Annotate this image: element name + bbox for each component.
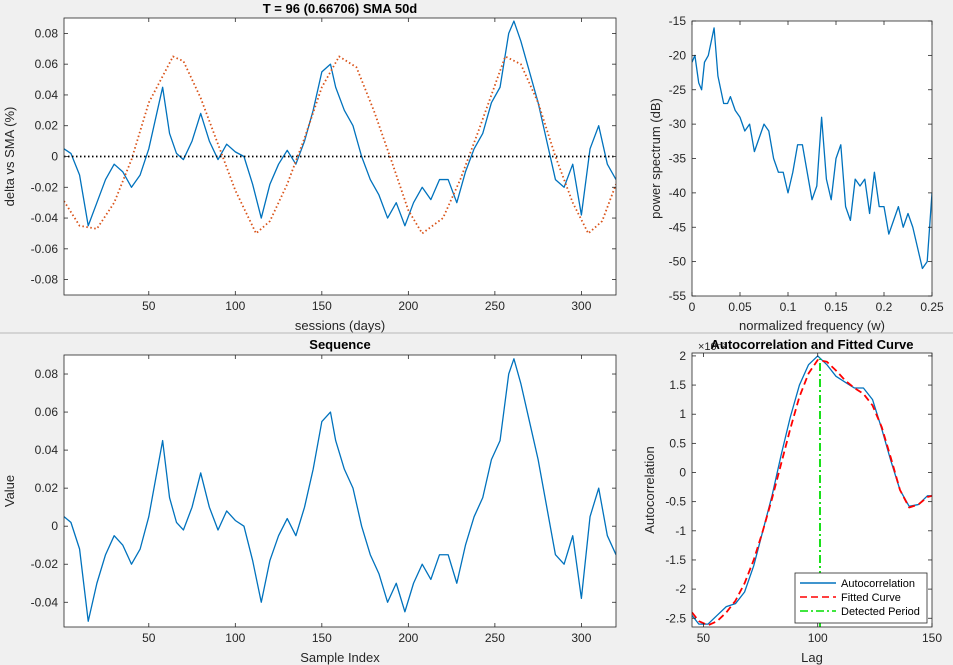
y-axis-label: Value (2, 475, 17, 507)
y-tick-label: -0.02 (31, 180, 59, 194)
y-tick-label: 0.02 (35, 481, 59, 495)
y-tick-label: -1 (675, 524, 686, 538)
plot-area-spectrum (692, 21, 932, 296)
series-line-trend-1 (64, 55, 616, 235)
x-tick-label: 0 (689, 300, 696, 314)
y-tick-label: -1.5 (665, 553, 686, 567)
legend-entry-label: Autocorrelation (841, 578, 915, 590)
y-tick-label: -0.04 (31, 595, 59, 609)
x-tick-label: 100 (225, 299, 245, 313)
x-axis-label: sessions (days) (295, 318, 385, 333)
y-tick-label: -50 (669, 255, 687, 269)
y-tick-label: 1.5 (669, 378, 686, 392)
x-tick-label: 250 (485, 631, 505, 645)
x-tick-label: 200 (398, 299, 418, 313)
y-tick-label: -30 (669, 117, 687, 131)
x-tick-label: 50 (142, 631, 156, 645)
y-tick-label: -45 (669, 220, 687, 234)
x-axis-label: Sample Index (300, 650, 380, 665)
x-tick-label: 100 (225, 631, 245, 645)
y-tick-label: 1 (679, 407, 686, 421)
x-axis-label: Lag (801, 650, 823, 665)
y-tick-label: -25 (669, 83, 687, 97)
x-tick-label: 150 (922, 631, 942, 645)
x-axis-label: normalized frequency (w) (739, 318, 885, 333)
x-tick-label: 50 (697, 631, 711, 645)
axis-exponent-label: ×10⁻³ (698, 341, 726, 353)
y-tick-label: 2 (679, 349, 686, 363)
x-tick-label: 0.25 (920, 300, 944, 314)
y-tick-label: 0 (51, 519, 58, 533)
y-tick-label: -0.5 (665, 495, 686, 509)
plot-area-sequence (64, 355, 616, 627)
legend-entry-label: Detected Period (841, 606, 920, 618)
y-tick-label: -0.08 (31, 273, 59, 287)
x-tick-label: 0.1 (780, 300, 797, 314)
series-line-trend-0 (64, 20, 616, 227)
y-tick-label: 0.08 (35, 26, 59, 40)
y-tick-label: -55 (669, 289, 687, 303)
x-tick-label: 0.15 (824, 300, 848, 314)
chart-autocorr: 50 100 150 -2.5 -2 -1.5 -1 -0.5 0 0.5 1 1.5 2 Autocor… (642, 337, 942, 665)
legend-box (794, 572, 928, 624)
y-tick-label: 0.04 (35, 443, 59, 457)
y-axis-label: Autocorrelation (642, 446, 657, 533)
y-tick-label: -0.06 (31, 242, 59, 256)
x-tick-label: 0.2 (876, 300, 893, 314)
legend-entry-label: Fitted Curve (841, 592, 901, 604)
y-tick-label: 0 (51, 150, 58, 164)
chart-spectrum: 0 0.05 0.1 0.15 0.2 0.25 -55 -50 -45 -40 -35 -30 -25… (648, 14, 944, 333)
x-tick-label: 200 (398, 631, 418, 645)
y-tick-label: 0.5 (669, 436, 686, 450)
x-tick-label: 0.05 (728, 300, 752, 314)
chart-title: Sequence (309, 337, 370, 352)
y-tick-label: -0.02 (31, 557, 59, 571)
y-axis-label: power spectrum (dB) (648, 98, 663, 219)
series-group-spectrum (692, 27, 932, 270)
x-tick-label: 250 (485, 299, 505, 313)
y-axis-label: delta vs SMA (%) (2, 107, 17, 207)
y-tick-label: -40 (669, 186, 687, 200)
y-tick-label: 0 (679, 466, 686, 480)
y-tick-label: -20 (669, 48, 687, 62)
y-tick-label: -2.5 (665, 611, 686, 625)
x-tick-label: 100 (808, 631, 828, 645)
series-line-spectrum-0 (692, 27, 932, 270)
y-tick-label: -35 (669, 152, 687, 166)
y-tick-label: 0.06 (35, 405, 59, 419)
series-line-sequence-0 (64, 358, 616, 622)
chart-title: T = 96 (0.66706) SMA 50d (263, 1, 418, 16)
y-tick-label: -0.04 (31, 211, 59, 225)
x-tick-label: 300 (571, 631, 591, 645)
figure-separator (0, 332, 953, 334)
y-tick-label: -2 (675, 582, 686, 596)
legend: Autocorrelation Fitted Curve Detected Peri… (794, 572, 928, 624)
y-tick-label: -15 (669, 14, 687, 28)
axes-box-sequence (63, 354, 617, 628)
axes-box-autocorr (691, 352, 933, 628)
x-tick-label: 50 (142, 299, 156, 313)
y-tick-label: 0.02 (35, 119, 59, 133)
y-tick-label: 0.06 (35, 57, 59, 71)
x-tick-label: 150 (312, 631, 332, 645)
x-tick-label: 300 (571, 299, 591, 313)
chart-sequence: 50 100 150 200 250 300 -0.04 -0.02 0 0.02 0.04 0.06… (2, 337, 617, 665)
series-line-autocorr-0 (692, 355, 932, 625)
y-tick-label: 0.08 (35, 367, 59, 381)
chart-title: Autocorrelation and Fitted Curve (711, 337, 914, 352)
series-group-sequence (64, 358, 616, 622)
chart-trend: 50 100 150 200 250 300 -0.08 -0.06 -0.04 -0.02 0 0.… (2, 1, 617, 333)
series-group-trend (64, 20, 616, 235)
y-tick-label: 0.04 (35, 88, 59, 102)
x-tick-label: 150 (312, 299, 332, 313)
